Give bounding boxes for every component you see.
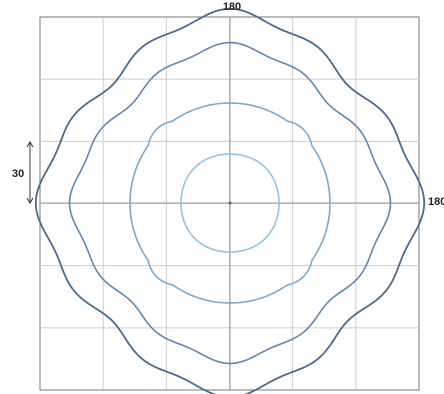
- scale-bar: [26, 141, 34, 204]
- scale-bar-arrow-top: [26, 141, 34, 148]
- center-point: [228, 201, 232, 205]
- top-axis-label: 180: [222, 1, 242, 13]
- scale-bar-arrow-bottom: [26, 197, 34, 204]
- center-axes: [40, 17, 419, 390]
- contour-line-1: [34, 7, 426, 394]
- contour-line-3: [129, 102, 331, 304]
- scale-bar-label: 30: [12, 168, 25, 180]
- contour-line-2: [68, 41, 392, 365]
- contour-line-4: [180, 153, 280, 253]
- right-axis-label: 180: [428, 196, 444, 208]
- contour-lines: [34, 7, 426, 394]
